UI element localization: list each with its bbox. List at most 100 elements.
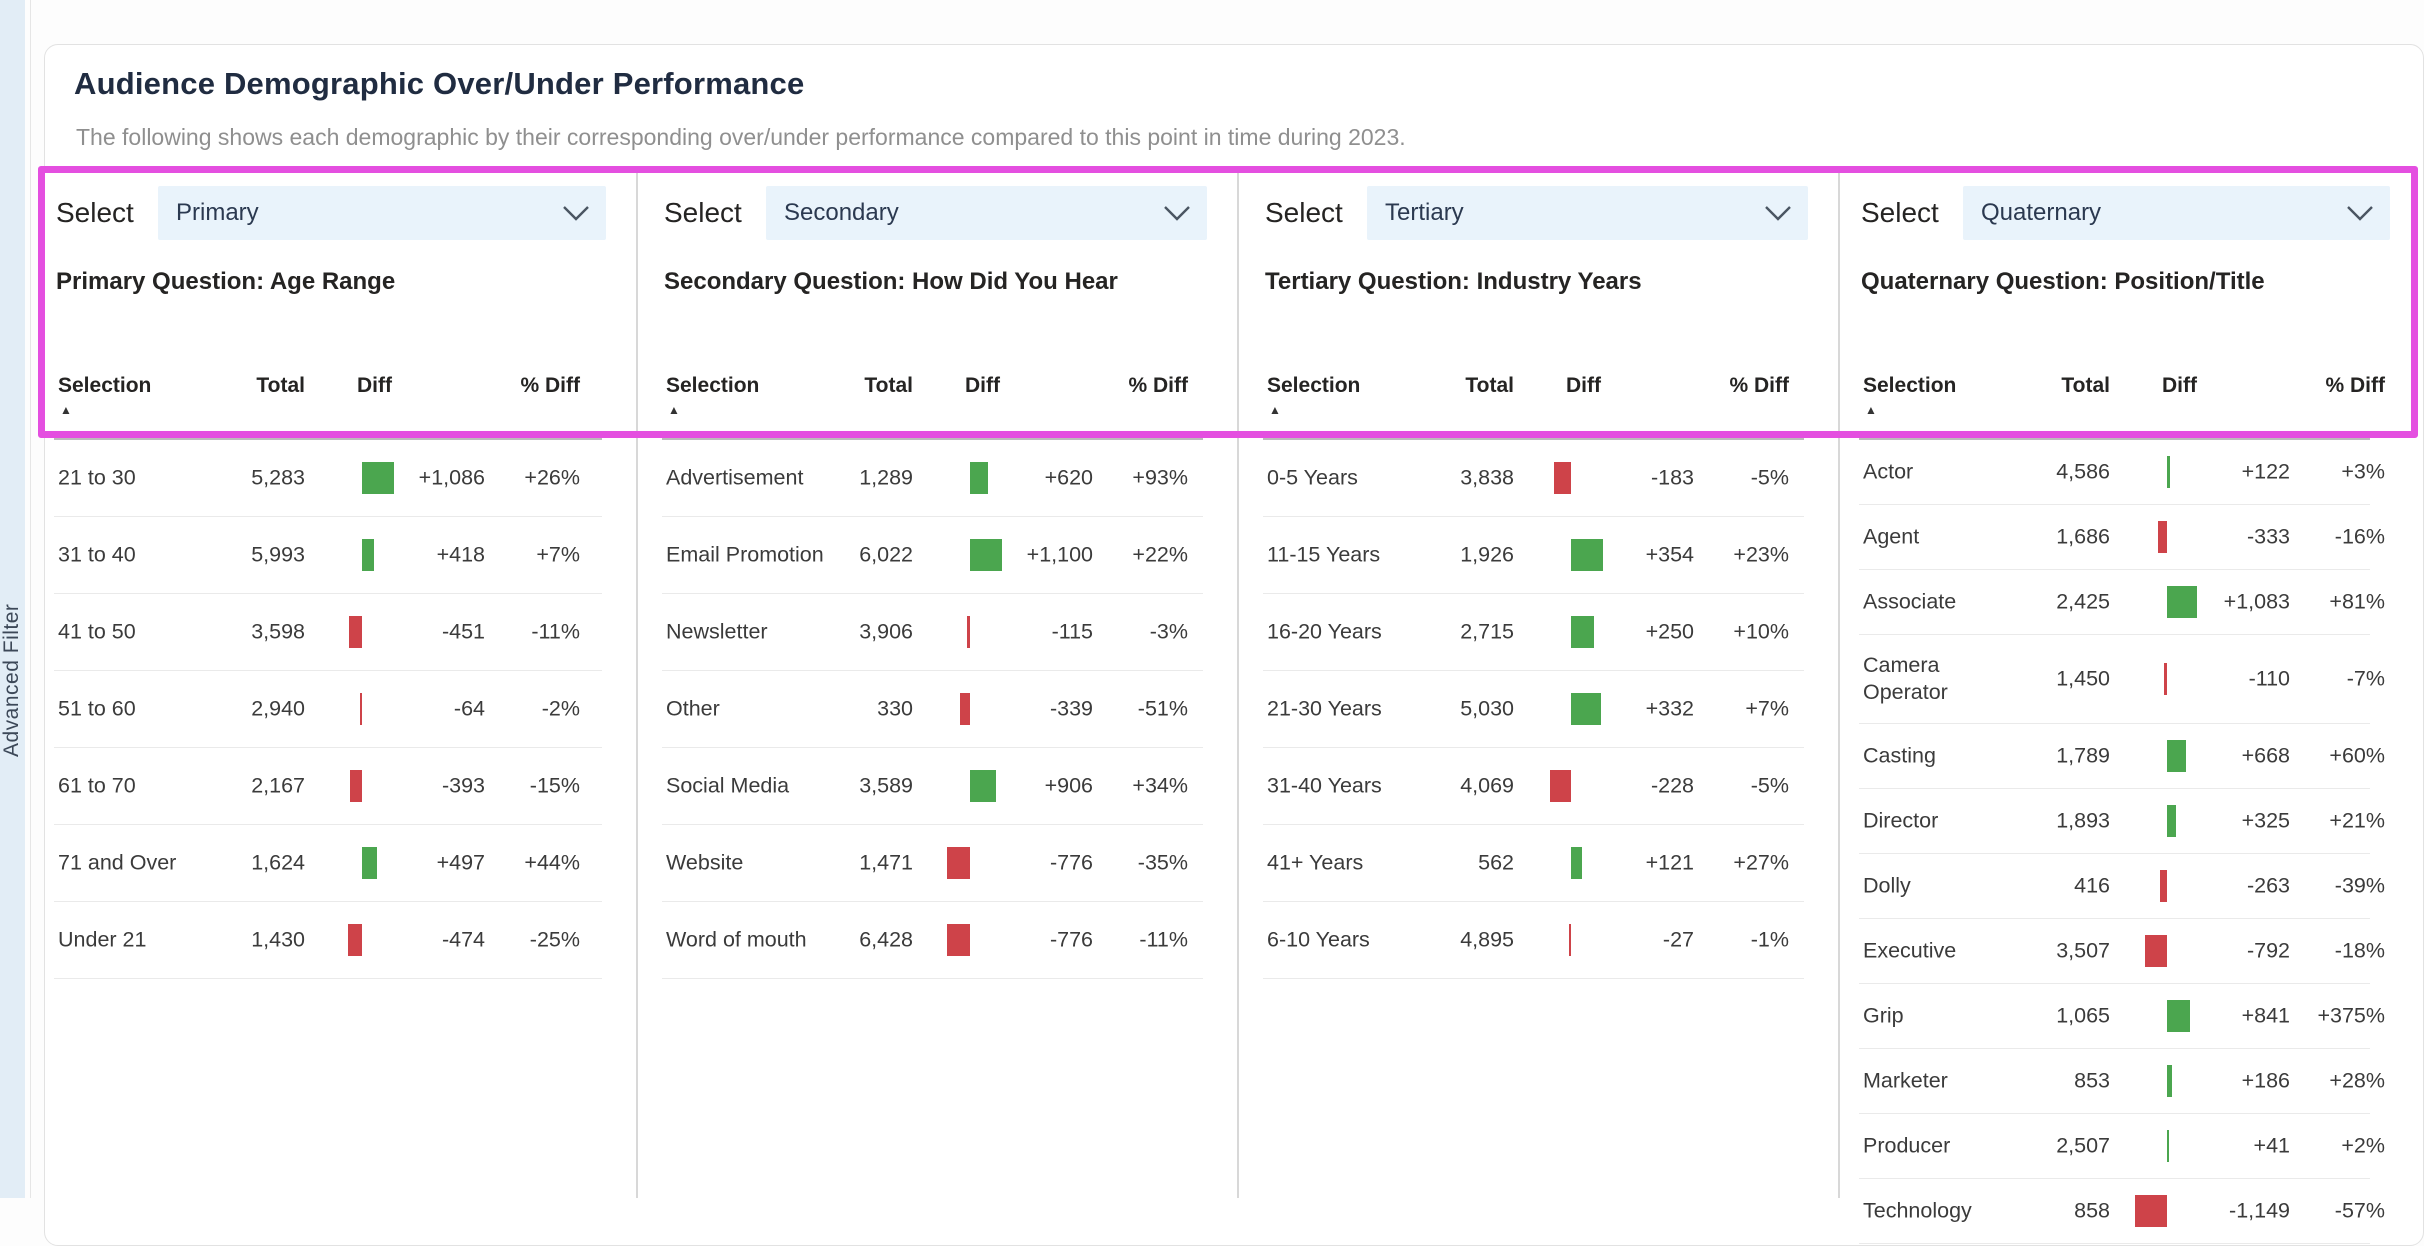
positive-diff-bar-icon	[2167, 1065, 2172, 1097]
row-pct-diff-value: -3%	[1149, 619, 1188, 644]
row-total: 6,428	[859, 927, 913, 952]
row-total: 3,906	[859, 619, 913, 644]
row-pct-diff-value: +7%	[536, 542, 580, 567]
table-row[interactable]: Camera Operator 1,450 -110 -7%	[1859, 635, 2385, 724]
row-pct-diff-value: +60%	[2329, 743, 2385, 768]
row-selection: Email Promotion	[666, 542, 824, 567]
table-row[interactable]: Actor 4,586 +122 +3%	[1859, 440, 2385, 505]
row-selection: 51 to 60	[58, 696, 136, 721]
table-row[interactable]: 31 to 40 5,993 +418 +7%	[54, 517, 602, 594]
table-row[interactable]: 31-40 Years 4,069 -228 -5%	[1263, 748, 1804, 825]
chevron-down-icon	[2347, 206, 2373, 221]
negative-diff-bar-icon	[967, 616, 970, 648]
row-diff-value: +418	[436, 542, 485, 567]
table-row[interactable]: 41 to 50 3,598 -451 -11%	[54, 594, 602, 671]
row-total: 853	[2074, 1068, 2110, 1093]
table-body: 0-5 Years 3,838 -183 -5% 11-15 Years 1,926 +35…	[1263, 438, 1804, 979]
column-header-diff[interactable]: Diff	[1566, 374, 1601, 397]
advanced-filter-rail[interactable]: Advanced Filter	[0, 0, 25, 1198]
row-diff-value: +121	[1645, 850, 1694, 875]
table-row[interactable]: Marketer 853 +186 +28%	[1859, 1049, 2385, 1114]
table-row[interactable]: Producer 2,507 +41 +2%	[1859, 1114, 2385, 1179]
question-panel-secondary: Select Secondary Secondary Question: How…	[648, 166, 1237, 1198]
table-row[interactable]: Under 21 1,430 -474 -25%	[54, 902, 602, 979]
column-header-pct-diff[interactable]: % Diff	[520, 374, 581, 397]
advanced-filter-tab-label[interactable]: Advanced Filter	[0, 603, 23, 757]
column-header-pct-diff[interactable]: % Diff	[1729, 374, 1790, 397]
column-header-selection[interactable]: Selection ▲	[1863, 374, 1956, 417]
table-row[interactable]: 21-30 Years 5,030 +332 +7%	[1263, 671, 1804, 748]
header-selection-label: Selection	[1267, 374, 1361, 397]
row-total: 562	[1478, 850, 1514, 875]
row-diff-value: +497	[436, 850, 485, 875]
table-row[interactable]: 16-20 Years 2,715 +250 +10%	[1263, 594, 1804, 671]
row-total: 1,686	[2056, 524, 2110, 549]
column-header-diff[interactable]: Diff	[357, 374, 392, 397]
table-row[interactable]: Advertisement 1,289 +620 +93%	[662, 440, 1203, 517]
table-row[interactable]: Website 1,471 -776 -35%	[662, 825, 1203, 902]
table-row[interactable]: Executive 3,507 -792 -18%	[1859, 919, 2385, 984]
positive-diff-bar-icon	[2167, 586, 2197, 618]
table-row[interactable]: 61 to 70 2,167 -393 -15%	[54, 748, 602, 825]
table-row[interactable]: Technology 858 -1,149 -57%	[1859, 1179, 2385, 1244]
row-pct-diff-value: +7%	[1745, 696, 1789, 721]
table-row[interactable]: Word of mouth 6,428 -776 -11%	[662, 902, 1203, 979]
column-header-diff[interactable]: Diff	[2162, 374, 2197, 397]
table-row[interactable]: 6-10 Years 4,895 -27 -1%	[1263, 902, 1804, 979]
column-header-selection[interactable]: Selection ▲	[666, 374, 759, 417]
table-row[interactable]: Casting 1,789 +668 +60%	[1859, 724, 2385, 789]
row-total: 3,507	[2056, 938, 2110, 963]
row-total: 6,022	[859, 542, 913, 567]
table-row[interactable]: 11-15 Years 1,926 +354 +23%	[1263, 517, 1804, 594]
column-header-pct-diff[interactable]: % Diff	[1128, 374, 1189, 397]
row-diff-value: +620	[1044, 465, 1093, 490]
row-diff-value: -263	[2246, 873, 2290, 898]
positive-diff-bar-icon	[1571, 616, 1594, 648]
table-row[interactable]: Other 330 -339 -51%	[662, 671, 1203, 748]
table-row[interactable]: Director 1,893 +325 +21%	[1859, 789, 2385, 854]
row-pct-diff-value: -5%	[1750, 773, 1789, 798]
row-pct-diff-value: +22%	[1132, 542, 1188, 567]
page-title: Audience Demographic Over/Under Performa…	[74, 66, 805, 101]
table-row[interactable]: 0-5 Years 3,838 -183 -5%	[1263, 440, 1804, 517]
table-row[interactable]: Social Media 3,589 +906 +34%	[662, 748, 1203, 825]
column-header-selection[interactable]: Selection ▲	[58, 374, 151, 417]
table-row[interactable]: 21 to 30 5,283 +1,086 +26%	[54, 440, 602, 517]
row-selection: Advertisement	[666, 465, 804, 490]
table-row[interactable]: Newsletter 3,906 -115 -3%	[662, 594, 1203, 671]
row-selection: 71 and Over	[58, 850, 177, 875]
column-header-total[interactable]: Total	[2061, 374, 2110, 397]
table-row[interactable]: Associate 2,425 +1,083 +81%	[1859, 570, 2385, 635]
question-select-dropdown[interactable]: Tertiary	[1367, 186, 1808, 240]
column-header-total[interactable]: Total	[1465, 374, 1514, 397]
table-row[interactable]: 41+ Years 562 +121 +27%	[1263, 825, 1804, 902]
negative-diff-bar-icon	[350, 770, 362, 802]
table-row[interactable]: Agent 1,686 -333 -16%	[1859, 505, 2385, 570]
row-selection: Grip	[1863, 1003, 1904, 1028]
table-row[interactable]: Grip 1,065 +841 +375%	[1859, 984, 2385, 1049]
row-selection: 41 to 50	[58, 619, 136, 644]
row-diff-value: -451	[441, 619, 485, 644]
question-select-dropdown[interactable]: Quaternary	[1963, 186, 2390, 240]
column-header-total[interactable]: Total	[256, 374, 305, 397]
negative-diff-bar-icon	[349, 616, 362, 648]
row-diff-value: +122	[2241, 459, 2290, 484]
row-total: 5,993	[251, 542, 305, 567]
row-total: 3,589	[859, 773, 913, 798]
column-header-total[interactable]: Total	[864, 374, 913, 397]
row-total: 1,624	[251, 850, 305, 875]
negative-diff-bar-icon	[947, 847, 970, 879]
column-header-diff[interactable]: Diff	[965, 374, 1000, 397]
row-selection: Other	[666, 696, 720, 721]
row-total: 330	[877, 696, 913, 721]
positive-diff-bar-icon	[1571, 693, 1601, 725]
question-select-dropdown[interactable]: Secondary	[766, 186, 1207, 240]
table-row[interactable]: Email Promotion 6,022 +1,100 +22%	[662, 517, 1203, 594]
table-row[interactable]: Dolly 416 -263 -39%	[1859, 854, 2385, 919]
column-header-selection[interactable]: Selection ▲	[1267, 374, 1361, 417]
table-row[interactable]: 51 to 60 2,940 -64 -2%	[54, 671, 602, 748]
question-select-dropdown[interactable]: Primary	[158, 186, 606, 240]
column-header-pct-diff[interactable]: % Diff	[2325, 374, 2386, 397]
row-diff-value: -333	[2246, 524, 2290, 549]
table-row[interactable]: 71 and Over 1,624 +497 +44%	[54, 825, 602, 902]
